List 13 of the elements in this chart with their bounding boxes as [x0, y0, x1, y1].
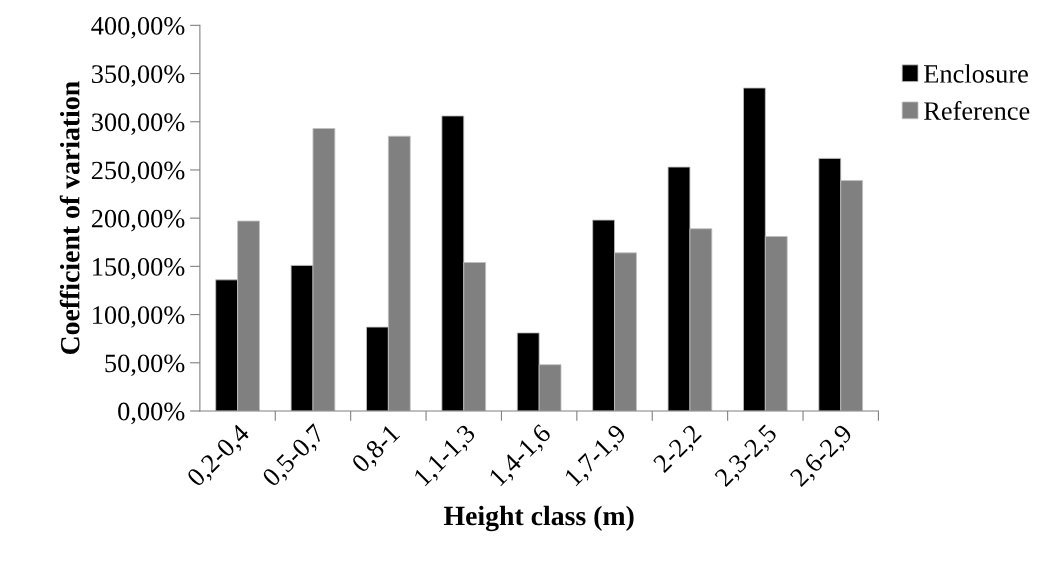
y-tick-label: 400,00%: [91, 16, 185, 39]
legend-label: Enclosure: [924, 64, 1028, 83]
y-axis-title: Coefficient of variation: [59, 81, 80, 355]
y-tick-label: 250,00%: [91, 161, 185, 184]
y-tick-label: 50,00%: [105, 354, 185, 376]
y-tick-label: 200,00%: [91, 209, 185, 232]
x-axis-title: Height class (m): [443, 505, 634, 532]
y-tick-label: 0,00%: [118, 402, 185, 425]
y-tick-label: 350,00%: [92, 65, 185, 87]
y-tick-label: 100,00%: [93, 306, 185, 328]
legend-label: Reference: [924, 101, 1030, 120]
y-tick-label: 150,00%: [93, 257, 185, 280]
y-tick-label: 300,00%: [92, 113, 185, 135]
